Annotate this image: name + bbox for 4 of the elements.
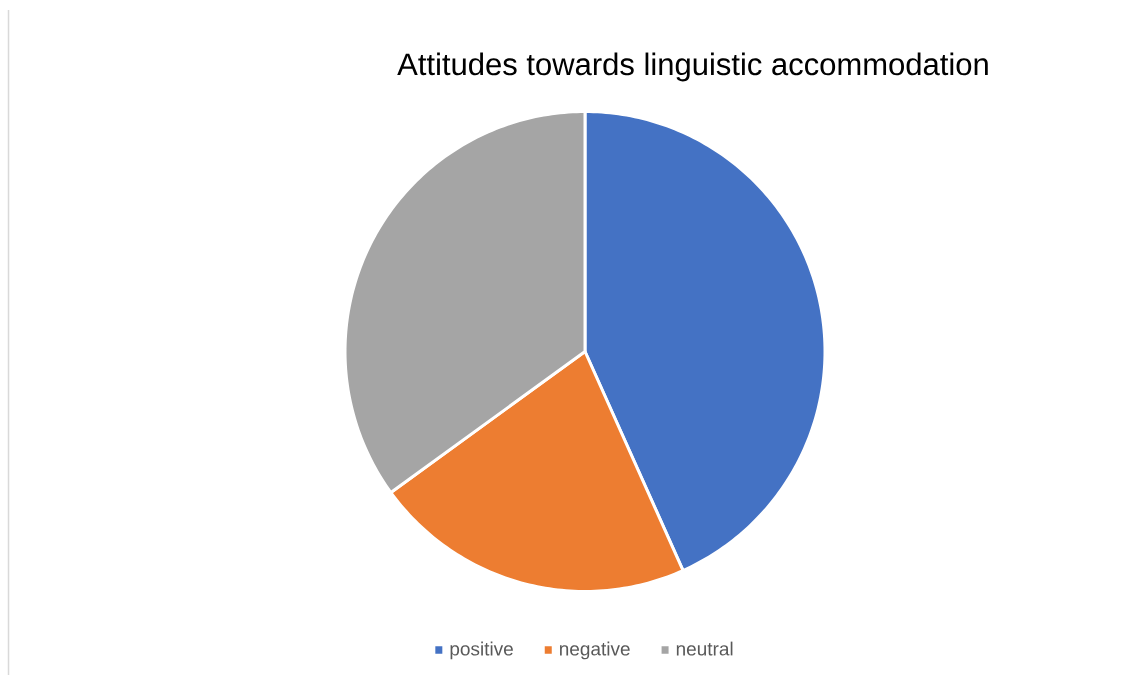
legend-label: neutral (676, 641, 733, 656)
legend-label: negative (560, 641, 630, 660)
chart-title: Attitudes towards linguistic accommodation (397, 52, 988, 82)
legend-label: positive (450, 641, 513, 660)
